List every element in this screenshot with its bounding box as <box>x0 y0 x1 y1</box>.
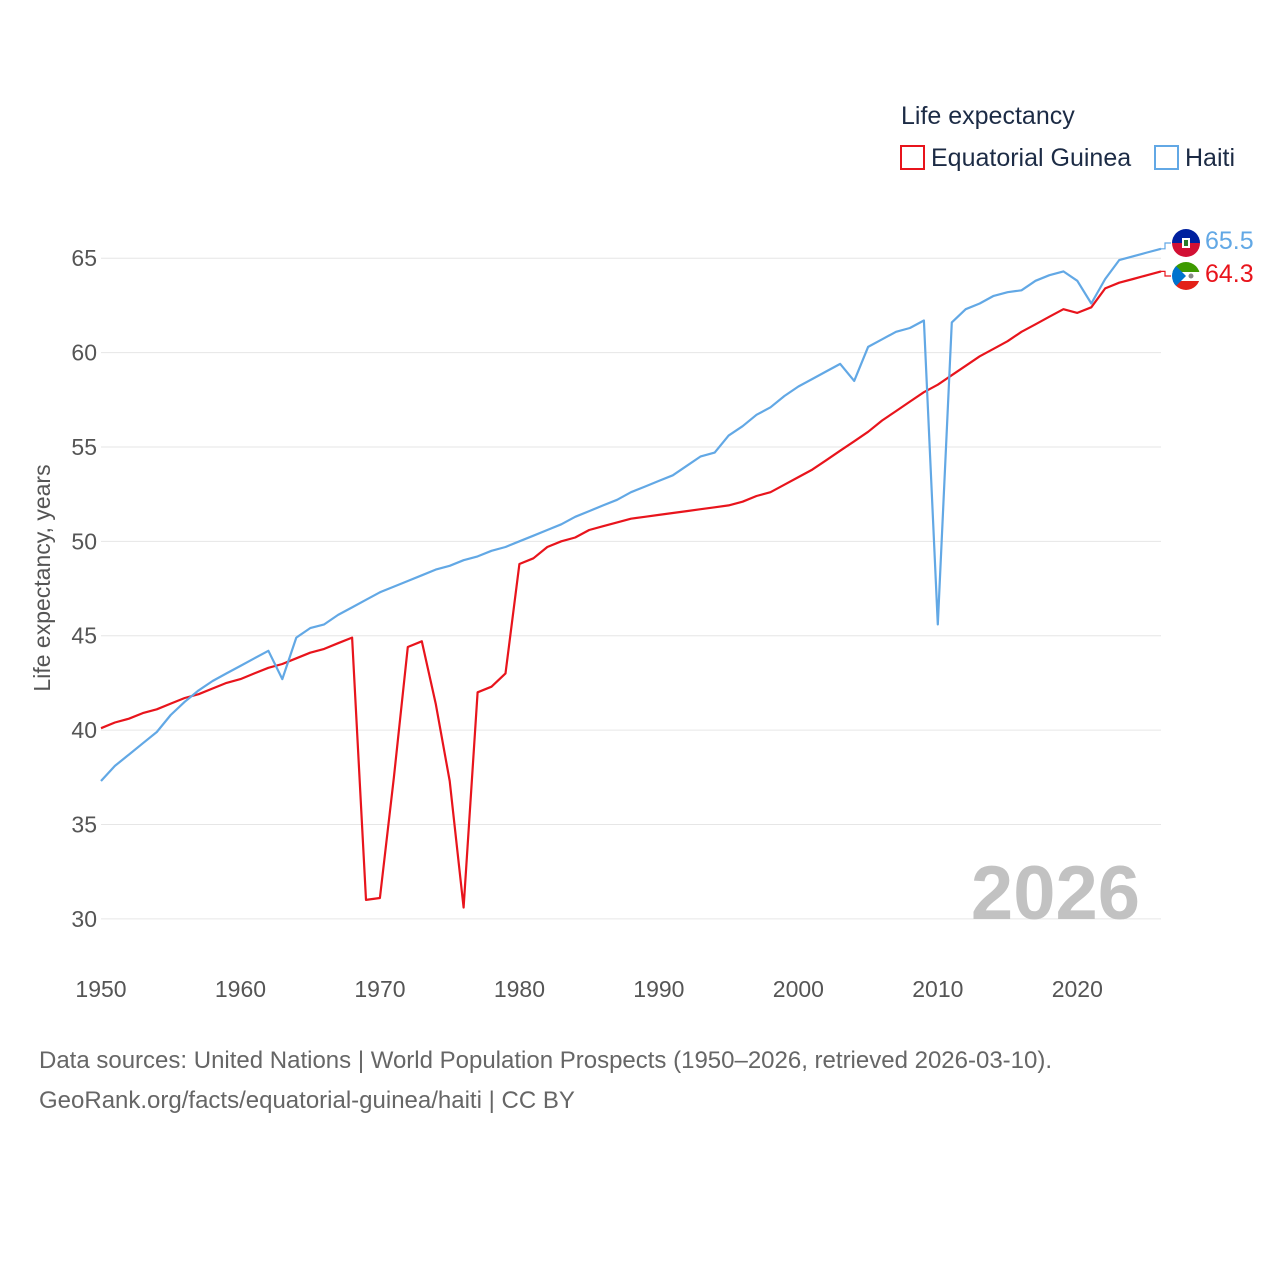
y-axis-label: Life expectancy, years <box>29 464 55 691</box>
y-tick-label-65: 65 <box>71 245 97 271</box>
y-tick-label-60: 60 <box>71 340 97 366</box>
grid-layer <box>101 257 1161 920</box>
y-tick-label-45: 45 <box>71 623 97 649</box>
series-layer <box>100 247 1162 909</box>
end-connector-equatorial-guinea <box>1161 270 1171 277</box>
y-tick-label-50: 50 <box>71 528 97 554</box>
legend-item-equatorial-guinea[interactable]: Equatorial Guinea <box>900 144 1131 172</box>
end-value-equatorial-guinea: 64.3 <box>1205 260 1254 288</box>
x-tick-label-1970: 1970 <box>354 976 405 1002</box>
x-tick-label-2020: 2020 <box>1052 976 1103 1002</box>
haiti-flag-icon <box>1172 229 1200 257</box>
x-tick-label-1990: 1990 <box>633 976 684 1002</box>
axis-layer: 30 35 40 45 50 55 60 65 1950 1960 1970 1980 1990 2000… <box>71 245 1102 1002</box>
x-tick-label-1960: 1960 <box>215 976 266 1002</box>
y-tick-label-30: 30 <box>71 906 97 932</box>
year-watermark: 2026 <box>971 851 1140 936</box>
end-value-haiti: 65.5 <box>1205 227 1254 255</box>
legend-swatch-haiti <box>1154 145 1179 170</box>
equatorial-guinea-flag-icon <box>1172 262 1200 290</box>
series-line-equatorial-guinea <box>100 270 1162 909</box>
legend: Life expectancy Equatorial Guinea Haiti <box>900 102 1235 172</box>
legend-title: Life expectancy <box>901 102 1075 130</box>
x-tick-label-1980: 1980 <box>494 976 545 1002</box>
legend-item-haiti[interactable]: Haiti <box>1154 144 1235 172</box>
x-tick-label-1950: 1950 <box>75 976 126 1002</box>
y-tick-label-55: 55 <box>71 434 97 460</box>
end-labels: 64.3 65.5 <box>1161 227 1254 288</box>
series-line-haiti <box>100 247 1162 782</box>
end-connector-haiti <box>1161 242 1171 250</box>
y-tick-label-35: 35 <box>71 811 97 837</box>
legend-label-haiti: Haiti <box>1185 144 1235 172</box>
x-tick-label-2000: 2000 <box>773 976 824 1002</box>
legend-swatch-equatorial-guinea <box>900 145 925 170</box>
y-tick-label-40: 40 <box>71 717 97 743</box>
x-tick-label-2010: 2010 <box>912 976 963 1002</box>
source-line-1: Data sources: United Nations | World Pop… <box>39 1047 1052 1074</box>
legend-label-equatorial-guinea: Equatorial Guinea <box>931 144 1131 172</box>
source-line-2: GeoRank.org/facts/equatorial-guinea/hait… <box>39 1087 575 1114</box>
